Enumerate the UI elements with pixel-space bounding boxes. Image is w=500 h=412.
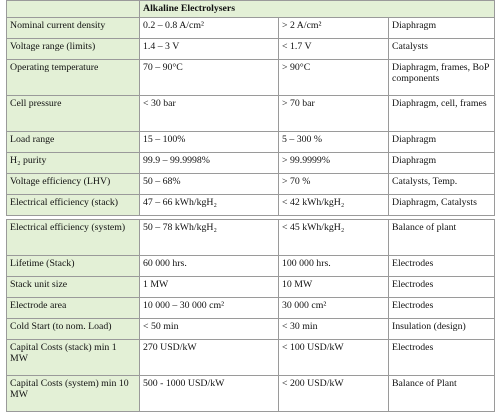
cell-future: > 70 % bbox=[278, 172, 389, 195]
header-blank-cell bbox=[6, 0, 140, 18]
cell-future: > 90°C bbox=[278, 58, 389, 96]
table-row: Lifetime (Stack) 60 000 hrs. 100 000 hrs… bbox=[6, 254, 496, 277]
table-row: Cell pressure < 30 bar > 70 bar Diaphrag… bbox=[6, 94, 496, 132]
cell-future: 30 000 cm² bbox=[278, 296, 389, 319]
cell-parameter: Catalysts bbox=[387, 37, 496, 60]
cell-future: > 70 bar bbox=[278, 94, 389, 132]
cell-today: 99.9 – 99.9998% bbox=[139, 151, 279, 174]
cell-future: 100 000 hrs. bbox=[278, 254, 389, 277]
table-row: Electrical efficiency (system) 50 – 78 k… bbox=[6, 218, 496, 256]
row-label: Load range bbox=[6, 130, 140, 153]
cell-today: < 50 min bbox=[139, 317, 279, 340]
cell-parameter: Insulation (design) bbox=[387, 317, 496, 340]
table-row: Voltage efficiency (LHV) 50 – 68% > 70 %… bbox=[6, 172, 496, 195]
table-row: Load range 15 – 100% 5 – 300 % Diaphragm bbox=[6, 130, 496, 153]
cell-today: 15 – 100% bbox=[139, 130, 279, 153]
table-row: Capital Costs (stack) min 1 MW 270 USD/k… bbox=[6, 338, 496, 376]
table-row: H₂ purity 99.9 – 99.9998% > 99.9999% Dia… bbox=[6, 151, 496, 174]
table-row: Electrical efficiency (stack) 47 – 66 kW… bbox=[6, 193, 496, 216]
row-label: Lifetime (Stack) bbox=[6, 254, 140, 277]
cell-parameter: Catalysts, Temp. bbox=[387, 172, 496, 195]
cell-today: 1.4 – 3 V bbox=[139, 37, 279, 60]
row-label: Stack unit size bbox=[6, 275, 140, 298]
cell-parameter: Electrodes bbox=[387, 275, 496, 298]
cell-parameter: Diaphragm, cell, frames bbox=[387, 94, 496, 132]
cell-today: 50 – 78 kWh/kgH₂ bbox=[139, 218, 279, 256]
cell-parameter: Electrodes bbox=[387, 254, 496, 277]
cell-today: 60 000 hrs. bbox=[139, 254, 279, 277]
row-label: Electrical efficiency (stack) bbox=[6, 193, 140, 216]
table-row: Electrode area 10 000 – 30 000 cm² 30 00… bbox=[6, 296, 496, 319]
table-row: Voltage range (limits) 1.4 – 3 V < 1.7 V… bbox=[6, 37, 496, 60]
cell-today: 270 USD/kW bbox=[139, 338, 279, 376]
cell-today: 70 – 90°C bbox=[139, 58, 279, 96]
table-row: Capital Costs (system) min 10 MW 500 - 1… bbox=[6, 374, 496, 412]
cell-today: 1 MW bbox=[139, 275, 279, 298]
cell-future: < 30 min bbox=[278, 317, 389, 340]
cell-parameter: Diaphragm, frames, BoP components bbox=[387, 58, 496, 96]
table-row: Stack unit size 1 MW 10 MW Electrodes bbox=[6, 275, 496, 298]
cell-future: > 2 A/cm² bbox=[278, 16, 389, 39]
cell-parameter: Balance of plant bbox=[387, 218, 496, 256]
table-header-row: Alkaline Electrolysers bbox=[6, 0, 496, 18]
cell-future: 10 MW bbox=[278, 275, 389, 298]
cell-future: < 200 USD/kW bbox=[278, 374, 389, 412]
cell-future: < 1.7 V bbox=[278, 37, 389, 60]
cell-parameter: Diaphragm bbox=[387, 130, 496, 153]
cell-parameter: Diaphragm, Catalysts bbox=[387, 193, 496, 216]
row-label: Capital Costs (system) min 10 MW bbox=[6, 374, 140, 412]
table-header-title: Alkaline Electrolysers bbox=[138, 0, 496, 18]
table-row: Cold Start (to nom. Load) < 50 min < 30 … bbox=[6, 317, 496, 340]
cell-future: 5 – 300 % bbox=[278, 130, 389, 153]
cell-today: 0.2 – 0.8 A/cm² bbox=[139, 16, 279, 39]
row-label: Voltage efficiency (LHV) bbox=[6, 172, 140, 195]
electrolyser-spec-table: Alkaline Electrolysers Nominal current d… bbox=[6, 0, 496, 412]
cell-today: 10 000 – 30 000 cm² bbox=[139, 296, 279, 319]
cell-parameter: Diaphragm bbox=[387, 16, 496, 39]
cell-today: < 30 bar bbox=[139, 94, 279, 132]
cell-parameter: Diaphragm bbox=[387, 151, 496, 174]
cell-parameter: Balance of Plant bbox=[387, 374, 496, 412]
cell-future: < 42 kWh/kgH₂ bbox=[278, 193, 389, 216]
row-label: Electrode area bbox=[6, 296, 140, 319]
cell-today: 47 – 66 kWh/kgH₂ bbox=[139, 193, 279, 216]
row-label: Electrical efficiency (system) bbox=[6, 218, 140, 256]
table-row: Operating temperature 70 – 90°C > 90°C D… bbox=[6, 58, 496, 96]
table-row: Nominal current density 0.2 – 0.8 A/cm² … bbox=[6, 16, 496, 39]
cell-future: < 45 kWh/kgH₂ bbox=[278, 218, 389, 256]
row-label: H₂ purity bbox=[6, 151, 140, 174]
cell-future: < 100 USD/kW bbox=[278, 338, 389, 376]
row-label: Voltage range (limits) bbox=[6, 37, 140, 60]
cell-parameter: Electrodes bbox=[387, 296, 496, 319]
cell-today: 50 – 68% bbox=[139, 172, 279, 195]
row-label: Cold Start (to nom. Load) bbox=[6, 317, 140, 340]
cell-parameter: Electrodes bbox=[387, 338, 496, 376]
row-label: Capital Costs (stack) min 1 MW bbox=[6, 338, 140, 376]
row-label: Nominal current density bbox=[6, 16, 140, 39]
cell-today: 500 - 1000 USD/kW bbox=[139, 374, 279, 412]
cell-future: > 99.9999% bbox=[278, 151, 389, 174]
electrolyser-table-container: Alkaline Electrolysers Nominal current d… bbox=[6, 0, 496, 412]
row-label: Operating temperature bbox=[6, 58, 140, 96]
row-label: Cell pressure bbox=[6, 94, 140, 132]
